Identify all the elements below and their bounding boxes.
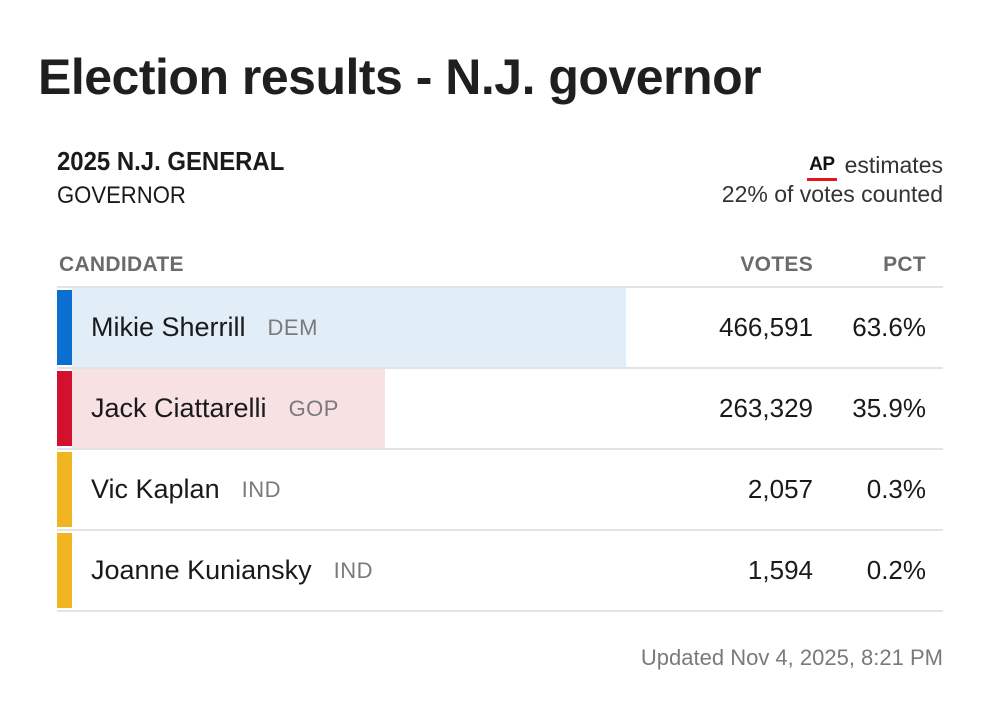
vote-share-bar [72,450,75,529]
party-color-stripe [57,533,72,608]
results-table: Mikie Sherrill DEM 466,591 63.6% Jack Ci… [57,286,943,612]
table-header: CANDIDATE VOTES PCT [57,253,943,283]
table-row: Vic Kaplan IND 2,057 0.3% [57,450,943,531]
party-color-stripe [57,290,72,365]
source-note: estimates [844,151,943,178]
vote-share-bar [72,531,74,610]
ap-logo-icon: AP [807,154,838,181]
pct-value: 35.9% [852,393,926,423]
candidate-cell: Jack Ciattarelli GOP [91,369,339,448]
votes-value: 2,057 [747,474,813,504]
party-label: GOP [288,395,339,421]
race-office: GOVERNOR [57,182,186,209]
votes-value: 1,594 [747,555,813,585]
page-title: Election results - N.J. governor [38,48,762,105]
party-color-stripe [57,452,72,527]
race-name: 2025 N.J. GENERAL [57,146,285,176]
race-header: 2025 N.J. GENERAL GOVERNOR AP estimates … [57,146,943,216]
party-label: IND [241,476,281,502]
candidate-cell: Joanne Kuniansky IND [91,531,373,610]
votes-value: 263,329 [719,393,813,423]
pct-value: 63.6% [852,312,926,342]
pct-value: 0.2% [866,555,926,585]
table-row: Mikie Sherrill DEM 466,591 63.6% [57,288,943,369]
header-votes: VOTES [740,253,813,276]
header-pct: PCT [883,253,926,276]
candidate-name: Vic Kaplan [91,474,220,504]
pct-value: 0.3% [866,474,926,504]
header-candidate: CANDIDATE [59,253,184,276]
updated-timestamp: Updated Nov 4, 2025, 8:21 PM [640,645,943,670]
vote-share-bar [72,369,385,448]
candidate-cell: Mikie Sherrill DEM [91,288,318,367]
candidate-name: Jack Ciattarelli [91,393,267,423]
votes-value: 466,591 [719,312,813,342]
vote-share-bar [72,288,626,367]
candidate-name: Joanne Kuniansky [91,555,312,585]
candidate-name: Mikie Sherrill [91,312,246,342]
party-label: IND [333,557,374,583]
party-color-stripe [57,371,72,446]
table-row: Joanne Kuniansky IND 1,594 0.2% [57,531,943,612]
table-row: Jack Ciattarelli GOP 263,329 35.9% [57,369,943,450]
candidate-cell: Vic Kaplan IND [91,450,281,529]
party-label: DEM [267,314,318,340]
votes-counted: 22% of votes counted [721,181,943,207]
source-line: AP estimates [807,150,943,181]
